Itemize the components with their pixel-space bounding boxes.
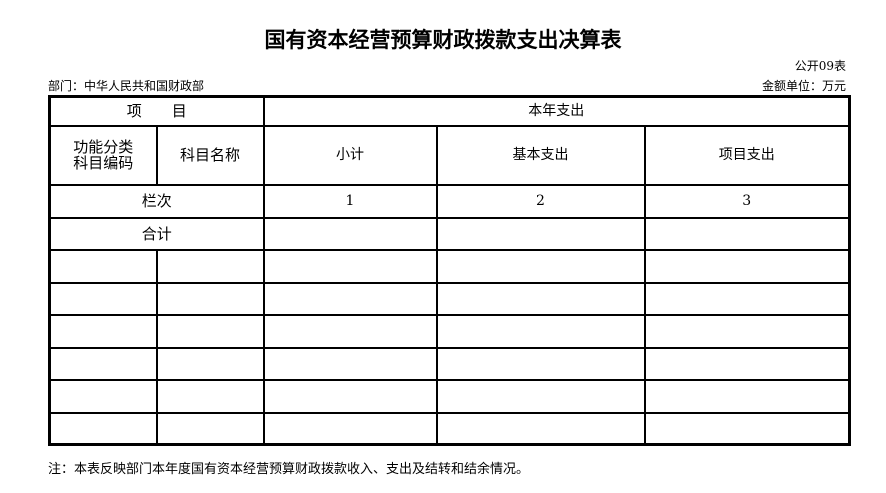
budget-table: 项 目 本年支出 功能分类 科目编码 科目名称 小计 基本支出 项目支出 栏次 1… bbox=[48, 95, 852, 446]
item-header: 项 目 bbox=[48, 95, 265, 127]
page-title: 国有资本经营预算财政拨款支出决算表 bbox=[264, 28, 622, 52]
project-expense-header: 项目支出 bbox=[643, 124, 851, 186]
table-row bbox=[48, 346, 851, 381]
table-row bbox=[48, 313, 851, 349]
subject-name-header: 科目名称 bbox=[155, 124, 265, 186]
column-number: 2 bbox=[435, 183, 646, 219]
current-year-header: 本年支出 bbox=[262, 95, 851, 127]
subtotal-header: 小计 bbox=[262, 124, 438, 186]
form-code: 公开09表 bbox=[794, 59, 846, 73]
column-index-label: 栏次 bbox=[48, 183, 265, 219]
department-label: 部门：中华人民共和国财政部 bbox=[48, 79, 205, 93]
unit-label: 金额单位：万元 bbox=[761, 79, 846, 93]
func-code-header: 功能分类 科目编码 bbox=[48, 124, 158, 186]
table-row bbox=[48, 248, 851, 284]
total-cell bbox=[435, 216, 646, 251]
basic-expense-header: 基本支出 bbox=[435, 124, 646, 186]
column-number: 3 bbox=[643, 183, 851, 219]
table-row bbox=[48, 411, 851, 446]
column-number: 1 bbox=[262, 183, 438, 219]
footnote: 注：本表反映部门本年度国有资本经营预算财政拨款收入、支出及结转和结余情况。 bbox=[48, 462, 530, 477]
total-label: 合计 bbox=[48, 216, 265, 251]
total-cell bbox=[643, 216, 851, 251]
total-cell bbox=[262, 216, 438, 251]
table-row bbox=[48, 281, 851, 316]
table-row bbox=[48, 378, 851, 414]
